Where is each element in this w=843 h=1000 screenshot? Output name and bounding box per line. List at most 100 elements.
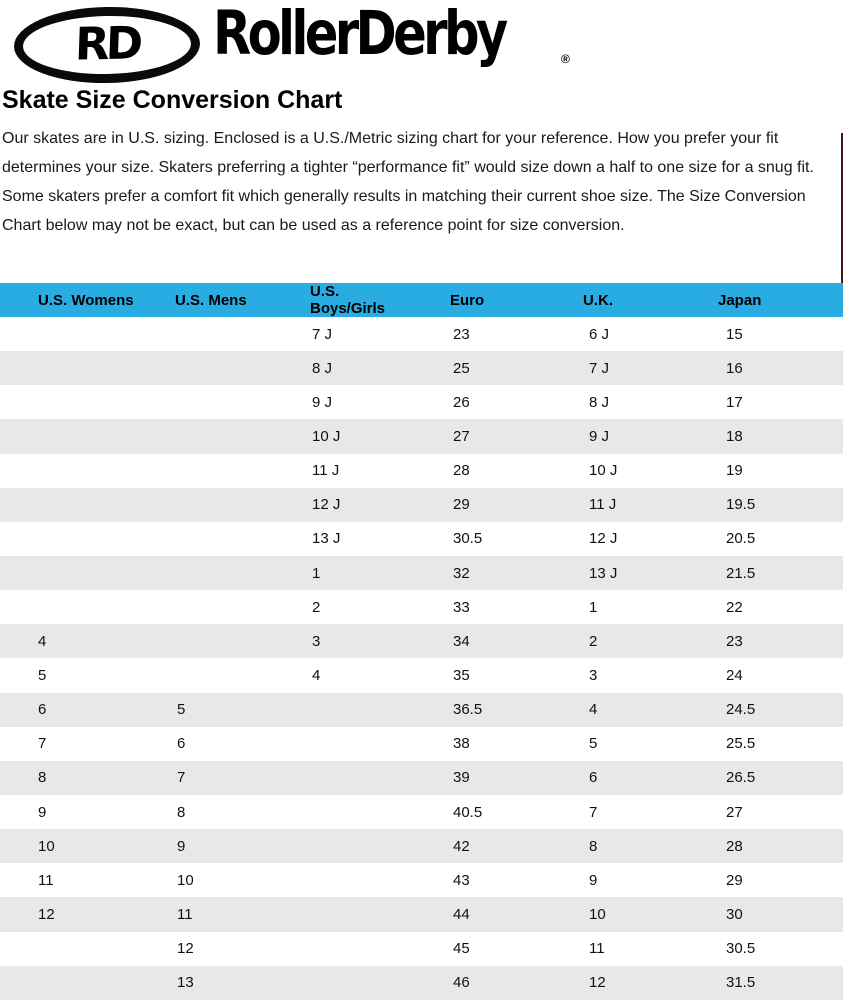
- table-cell: 36.5: [453, 701, 483, 719]
- column-header-us-mens: U.S. Mens: [175, 291, 247, 309]
- table-row: 2 33 1 22: [0, 590, 843, 625]
- table-cell: 45: [453, 940, 470, 958]
- table-cell: 8: [38, 769, 47, 787]
- table-cell: 10 J: [589, 462, 618, 480]
- table-cell: 18: [726, 427, 743, 445]
- table-cell: 19.5: [726, 496, 756, 514]
- table-cell: 6: [177, 735, 186, 753]
- table-row: 8 7 39 6 26.5: [0, 760, 843, 795]
- table-cell: 2: [589, 632, 598, 650]
- table-cell: 6: [38, 701, 47, 719]
- table-cell: 39: [453, 769, 470, 787]
- table-row: 5 4 35 3 24: [0, 658, 843, 693]
- table-cell: 44: [453, 905, 470, 923]
- table-cell: 8 J: [589, 393, 610, 411]
- table-header-row: U.S. Womens U.S. Mens U.S. Boys/Girls Eu…: [0, 283, 843, 317]
- table-cell: 11 J: [589, 496, 617, 514]
- table-cell: 29: [726, 871, 743, 889]
- table-cell: 10 J: [312, 427, 341, 445]
- table-cell: 13 J: [589, 564, 618, 582]
- table-row: 7 6 38 5 25.5: [0, 726, 843, 761]
- table-cell: 46: [453, 974, 470, 992]
- table-cell: 24.5: [726, 701, 756, 719]
- table-cell: 26: [453, 393, 470, 411]
- table-cell: 30.5: [726, 940, 756, 958]
- table-cell: 2: [312, 598, 321, 616]
- table-row: 12 11 44 10 30: [0, 897, 843, 932]
- table-cell: 11: [177, 905, 193, 923]
- table-cell: 24: [726, 666, 743, 684]
- table-cell: 27: [453, 427, 470, 445]
- table-cell: 43: [453, 871, 470, 889]
- table-cell: 8: [589, 837, 598, 855]
- rd-oval-badge-logo: RD: [13, 5, 201, 85]
- table-cell: 23: [726, 632, 743, 650]
- table-cell: 7: [177, 769, 186, 787]
- table-cell: 20.5: [726, 530, 756, 548]
- table-cell: 7 J: [312, 325, 333, 343]
- table-cell: 10: [589, 905, 606, 923]
- table-cell: 1: [312, 564, 321, 582]
- table-cell: 11: [38, 871, 54, 889]
- table-cell: 9 J: [589, 427, 610, 445]
- table-cell: 13: [177, 974, 194, 992]
- table-cell: 4: [38, 632, 47, 650]
- column-header-us-boys-girls: U.S. Boys/Girls: [310, 283, 386, 317]
- table-cell: 22: [726, 598, 743, 616]
- table-cell: 30.5: [453, 530, 483, 548]
- table-cell: 30: [726, 905, 743, 923]
- page-title: Skate Size Conversion Chart: [2, 86, 343, 114]
- brand-wordmark: RollerDerby: [213, 0, 508, 69]
- table-cell: 27: [726, 803, 743, 821]
- table-cell: 31.5: [726, 974, 756, 992]
- table-cell: 6 J: [589, 325, 610, 343]
- table-cell: 34: [453, 632, 470, 650]
- table-cell: 21.5: [726, 564, 756, 582]
- table-cell: 9: [177, 837, 186, 855]
- column-header-euro: Euro: [450, 291, 485, 309]
- table-cell: 25: [453, 359, 470, 377]
- column-header-japan: Japan: [718, 291, 762, 309]
- brand-logo: RD RollerDerby ®: [0, 0, 843, 85]
- table-cell: 10: [177, 871, 194, 889]
- table-cell: 8 J: [312, 359, 333, 377]
- table-row: 9 J 26 8 J 17: [0, 385, 843, 420]
- table-row: 9 8 40.5 7 27: [0, 794, 843, 830]
- table-cell: 26.5: [726, 769, 756, 787]
- table-cell: 11: [589, 940, 605, 958]
- table-cell: 8: [177, 803, 186, 821]
- table-row: 13 J 30.5 12 J 20.5: [0, 521, 843, 556]
- table-cell: 32: [453, 564, 470, 582]
- column-header-uk: U.K.: [583, 291, 613, 309]
- table-cell: 5: [177, 701, 186, 719]
- table-cell: 9: [38, 803, 47, 821]
- table-cell: 12: [589, 974, 606, 992]
- column-header-us-womens: U.S. Womens: [38, 291, 134, 309]
- table-cell: 28: [726, 837, 743, 855]
- table-cell: 1: [589, 598, 598, 616]
- table-cell: 12 J: [589, 530, 618, 548]
- table-row: 10 9 42 8 28: [0, 829, 843, 864]
- table-row: 1 32 13 J 21.5: [0, 555, 843, 591]
- table-row: 12 J 29 11 J 19.5: [0, 487, 843, 522]
- table-cell: 11 J: [312, 462, 340, 480]
- right-edge-artifact: [841, 133, 843, 283]
- table-row: 12 45 11 30.5: [0, 931, 843, 966]
- table-cell: 16: [726, 359, 743, 377]
- table-cell: 29: [453, 496, 470, 514]
- table-cell: 3: [312, 632, 321, 650]
- table-row: 11 J 28 10 J 19: [0, 453, 843, 488]
- table-cell: 4: [589, 701, 598, 719]
- table-cell: 25.5: [726, 735, 756, 753]
- table-cell: 7: [38, 735, 47, 753]
- table-cell: 33: [453, 598, 470, 616]
- table-cell: 23: [453, 325, 470, 343]
- table-cell: 28: [453, 462, 470, 480]
- table-cell: 4: [312, 666, 321, 684]
- table-cell: 5: [589, 735, 598, 753]
- table-cell: 38: [453, 735, 470, 753]
- table-cell: 17: [726, 393, 743, 411]
- table-row: 8 J 25 7 J 16: [0, 351, 843, 386]
- table-row: 11 10 43 9 29: [0, 863, 843, 898]
